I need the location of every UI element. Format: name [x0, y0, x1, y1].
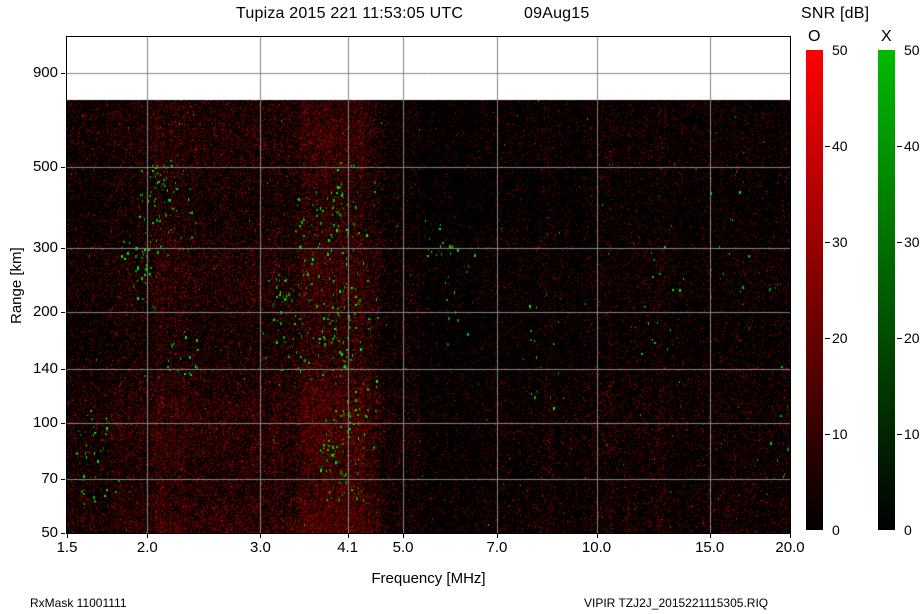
colorbar-tick-mark: [897, 146, 902, 147]
x-axis-tick: [790, 534, 791, 538]
colorbar-title: SNR [dB]: [801, 5, 870, 22]
colorbar-tick-mark: [825, 242, 830, 243]
colorbar-x-label: X: [881, 28, 892, 45]
colorbar-tick-label: 30: [904, 234, 920, 250]
colorbar-tick-label: 10: [832, 426, 848, 442]
file-name-text: VIPIR TZJ2J_2015221115305.RIQ: [584, 596, 769, 610]
x-tick-label: 15.0: [695, 539, 725, 556]
colorbar-tick-label: 0: [904, 522, 912, 538]
x-tick-label: 5.0: [392, 539, 414, 556]
y-axis-tick: [61, 248, 65, 249]
colorbar-tick-label: 30: [832, 234, 848, 250]
rxmask-text: RxMask 11001111: [30, 596, 127, 610]
x-axis-tick: [260, 534, 261, 538]
ionogram-canvas: [67, 37, 790, 533]
plot-date: 09Aug15: [524, 5, 590, 22]
colorbar-tick-label: 10: [904, 426, 920, 442]
y-tick-label: 140: [32, 360, 58, 378]
x-tick-label: 20.0: [775, 539, 805, 556]
x-axis-tick: [67, 534, 68, 538]
plot-area: [66, 36, 791, 534]
x-tick-label: 7.0: [486, 539, 508, 556]
colorbar-o-gradient: [806, 50, 823, 530]
colorbar-tick-label: 0: [832, 522, 840, 538]
y-tick-label: 70: [41, 470, 58, 488]
y-tick-label: 200: [32, 303, 58, 321]
y-axis-tick: [61, 167, 65, 168]
colorbar-tick-label: 50: [832, 42, 848, 58]
x-tick-label: 1.5: [56, 539, 78, 556]
colorbar-tick-mark: [897, 338, 902, 339]
colorbar-tick-label: 40: [904, 138, 920, 154]
x-tick-label: 3.0: [250, 539, 271, 556]
colorbar-tick-label: 50: [904, 42, 920, 58]
x-tick-label: 4.1: [337, 539, 359, 556]
y-axis-tick: [61, 369, 65, 370]
colorbar-x-gradient: [878, 50, 895, 530]
y-tick-label: 900: [32, 64, 58, 82]
colorbar-o-label: O: [808, 28, 821, 45]
y-tick-label: 50: [41, 524, 58, 541]
colorbar-tick-label: 40: [832, 138, 848, 154]
colorbar-tick-label: 20: [832, 330, 848, 346]
x-tick-label: 2.0: [136, 539, 158, 556]
colorbar-tick-mark: [897, 242, 902, 243]
x-axis-tick: [348, 534, 349, 538]
x-axis-tick: [403, 534, 404, 538]
colorbar-tick-mark: [825, 146, 830, 147]
x-axis-tick: [147, 534, 148, 538]
colorbar-tick-mark: [825, 434, 830, 435]
x-axis-tick: [597, 534, 598, 538]
y-tick-label: 500: [32, 157, 58, 175]
colorbar-tick-mark: [897, 434, 902, 435]
y-axis-tick: [61, 479, 65, 480]
x-axis-tick: [497, 534, 498, 538]
plot-title: Tupiza 2015 221 11:53:05 UTC: [236, 5, 464, 22]
y-axis-tick: [61, 312, 65, 313]
x-axis-label: Frequency [MHz]: [371, 570, 486, 587]
y-axis-tick: [61, 423, 65, 424]
y-tick-label: 100: [32, 413, 58, 431]
y-tick-label: 300: [32, 238, 58, 256]
y-axis-tick: [61, 73, 65, 74]
x-tick-label: 10.0: [581, 539, 612, 556]
colorbar-tick-mark: [825, 338, 830, 339]
y-axis-tick: [61, 533, 65, 534]
x-axis-tick: [710, 534, 711, 538]
colorbar-tick-label: 20: [904, 330, 920, 346]
